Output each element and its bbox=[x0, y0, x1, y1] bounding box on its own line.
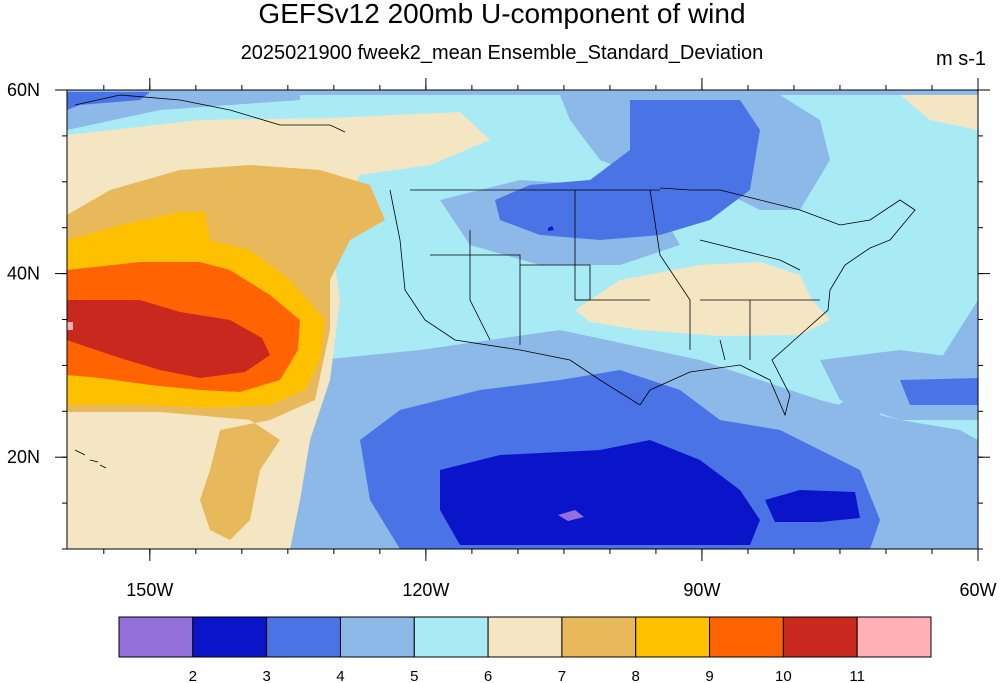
colorbar-label: 5 bbox=[410, 668, 418, 683]
colorbar-swatch bbox=[635, 616, 711, 658]
colorbar-label: 8 bbox=[632, 668, 640, 683]
colorbar-swatch bbox=[339, 616, 415, 658]
colorbar-swatch bbox=[856, 616, 932, 658]
field-4-5-nw bbox=[67, 92, 150, 110]
colorbar-label: 2 bbox=[189, 668, 197, 683]
field-pink bbox=[67, 322, 73, 330]
colorbar-swatch bbox=[413, 616, 489, 658]
field-11-plus bbox=[67, 300, 270, 378]
chart-title: GEFSv12 200mb U-component of wind bbox=[258, 0, 746, 29]
field-3-4-spot bbox=[548, 226, 554, 231]
colorbar-label: 10 bbox=[775, 668, 792, 683]
colorbar-label: 3 bbox=[262, 668, 270, 683]
colorbar-swatch bbox=[118, 616, 194, 658]
chart-subtitle: 2025021900 fweek2_mean Ensemble_Standard… bbox=[240, 42, 764, 64]
x-tick-label: 90W bbox=[683, 580, 720, 600]
colorbar: 2 3 4 5 6 7 8 9 10 11 bbox=[118, 616, 932, 683]
x-tick-label: 150W bbox=[126, 580, 173, 600]
colorbar-swatch bbox=[561, 616, 637, 658]
colorbar-label: 6 bbox=[484, 668, 492, 683]
x-ticks: 150W 120W 90W 60W bbox=[103, 78, 997, 600]
colorbar-swatch bbox=[709, 616, 784, 658]
colorbar-label: 11 bbox=[849, 668, 865, 683]
field-4-5-atl bbox=[900, 378, 978, 405]
y-tick-label: 60N bbox=[7, 80, 40, 100]
colorbar-swatch bbox=[192, 616, 268, 658]
x-tick-label: 120W bbox=[402, 580, 449, 600]
colorbar-swatch bbox=[487, 616, 563, 658]
y-tick-label: 20N bbox=[7, 447, 40, 467]
field-7-8-ne bbox=[900, 95, 978, 130]
field-3-4-east bbox=[765, 490, 860, 522]
field-2-3-spot bbox=[558, 510, 584, 521]
colorbar-label: 4 bbox=[336, 668, 344, 683]
map-outlines bbox=[74, 94, 916, 469]
colorbar-label: 9 bbox=[705, 668, 713, 683]
colorbar-swatch bbox=[782, 616, 858, 658]
field-3-4-gulf bbox=[440, 440, 760, 545]
y-tick-label: 40N bbox=[7, 264, 40, 284]
x-tick-label: 60W bbox=[959, 580, 996, 600]
units-label: m s-1 bbox=[936, 48, 986, 70]
y-ticks: 60N 40N 20N bbox=[7, 80, 990, 550]
field-4-5-north bbox=[495, 100, 760, 240]
colorbar-swatch bbox=[266, 616, 341, 658]
colorbar-label: 7 bbox=[558, 668, 566, 683]
field-7-8-us bbox=[575, 262, 830, 336]
contour-field bbox=[67, 90, 978, 549]
